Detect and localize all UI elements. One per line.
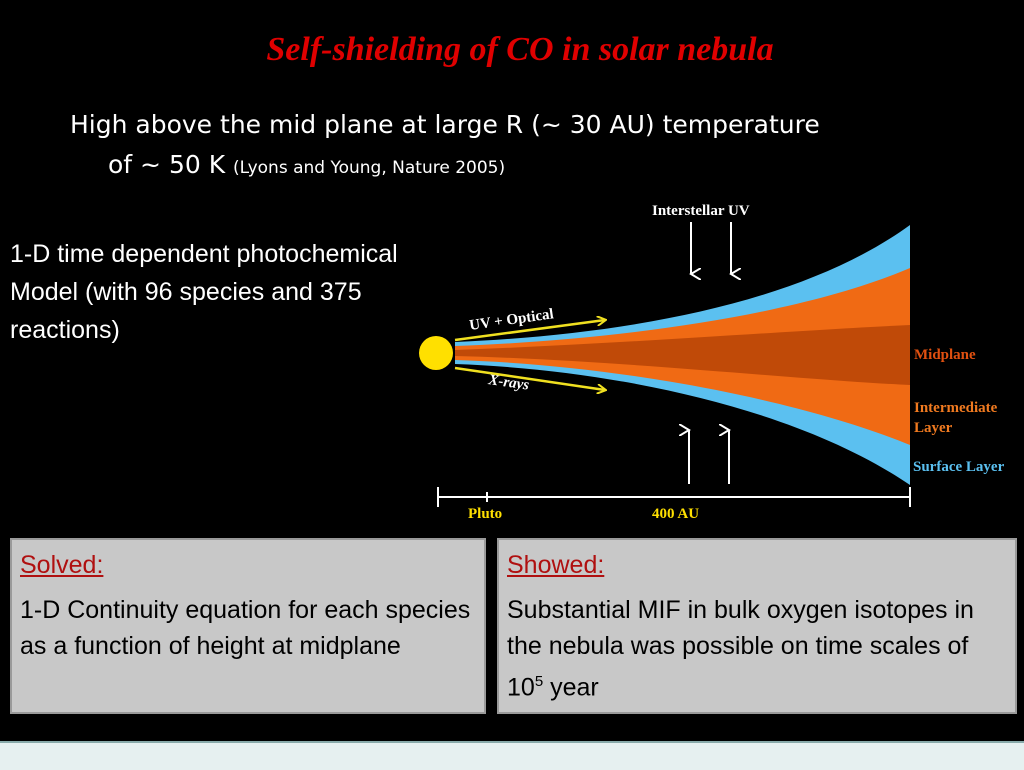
subtitle: High above the mid plane at large R (~ 3… (70, 105, 890, 188)
sun-icon (419, 336, 453, 370)
solved-heading: Solved: (20, 551, 104, 579)
xrays-label: X-rays (486, 372, 530, 394)
uv-optical-arrow (454, 320, 605, 342)
showed-body-text: Substantial MIF in bulk oxygen isotopes … (507, 596, 974, 702)
subtitle-temp: of ~ 50 K (108, 150, 226, 179)
showed-body-unit: year (543, 673, 599, 702)
intermediate-label-2: Layer (914, 420, 953, 436)
xrays-arrow (454, 366, 605, 390)
subtitle-line-2: of ~ 50 K (Lyons and Young, Nature 2005) (70, 145, 890, 188)
subtitle-reference: (Lyons and Young, Nature 2005) (233, 158, 506, 178)
solved-box: Solved: 1-D Continuity equation for each… (10, 538, 486, 714)
solved-body: 1-D Continuity equation for each species… (20, 596, 471, 660)
subtitle-line-1: High above the mid plane at large R (~ 3… (70, 110, 820, 139)
midplane-label: Midplane (914, 347, 976, 363)
slide-title: Self-shielding of CO in solar nebula (266, 31, 774, 68)
showed-exponent: 5 (534, 673, 544, 690)
surface-layer-label: Surface Layer (913, 459, 1005, 475)
uv-optical-label: UV + Optical (468, 306, 554, 334)
pluto-label: Pluto (468, 506, 502, 522)
interstellar-uv-label: Interstellar UV (652, 203, 750, 219)
footer-bar (0, 741, 1024, 770)
showed-body: Substantial MIF in bulk oxygen isotopes … (507, 592, 1007, 705)
au-label: 400 AU (652, 506, 699, 522)
midplane-layer (455, 325, 910, 385)
showed-box: Showed: Substantial MIF in bulk oxygen i… (497, 538, 1017, 714)
model-description: 1-D time dependent photochemical Model (… (10, 240, 398, 344)
intermediate-label: Intermediate (914, 400, 998, 416)
showed-heading: Showed: (507, 551, 605, 579)
